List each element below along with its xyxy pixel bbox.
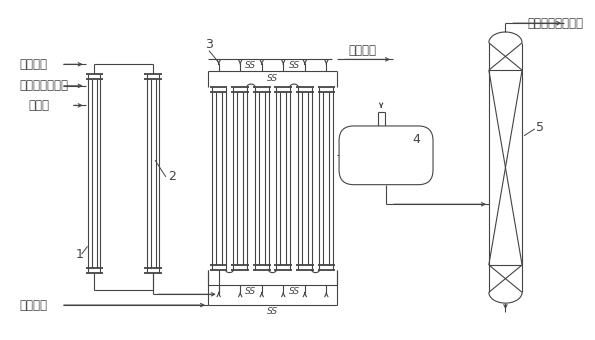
Text: 载热介质: 载热介质: [349, 45, 377, 57]
Text: SS: SS: [267, 307, 278, 316]
Text: 冷却介质: 冷却介质: [19, 299, 47, 311]
Text: 二氧化碳: 二氧化碳: [19, 58, 47, 71]
Text: 碳酸丙（乙）烯鄙: 碳酸丙（乙）烯鄙: [527, 17, 583, 30]
Text: 3: 3: [205, 38, 213, 51]
Text: 环氧丙（乙）烷: 环氧丙（乙）烷: [19, 79, 68, 92]
Text: 4: 4: [412, 133, 420, 146]
Text: SS: SS: [245, 287, 256, 296]
Text: SS: SS: [289, 287, 300, 296]
Text: 5: 5: [536, 121, 544, 134]
Text: 1: 1: [76, 248, 84, 261]
Text: SS: SS: [289, 61, 300, 70]
FancyBboxPatch shape: [339, 126, 433, 185]
Text: 催化剂: 催化剂: [29, 99, 50, 112]
Text: SS: SS: [245, 61, 256, 70]
Text: 2: 2: [168, 170, 176, 183]
Text: SS: SS: [267, 74, 278, 83]
